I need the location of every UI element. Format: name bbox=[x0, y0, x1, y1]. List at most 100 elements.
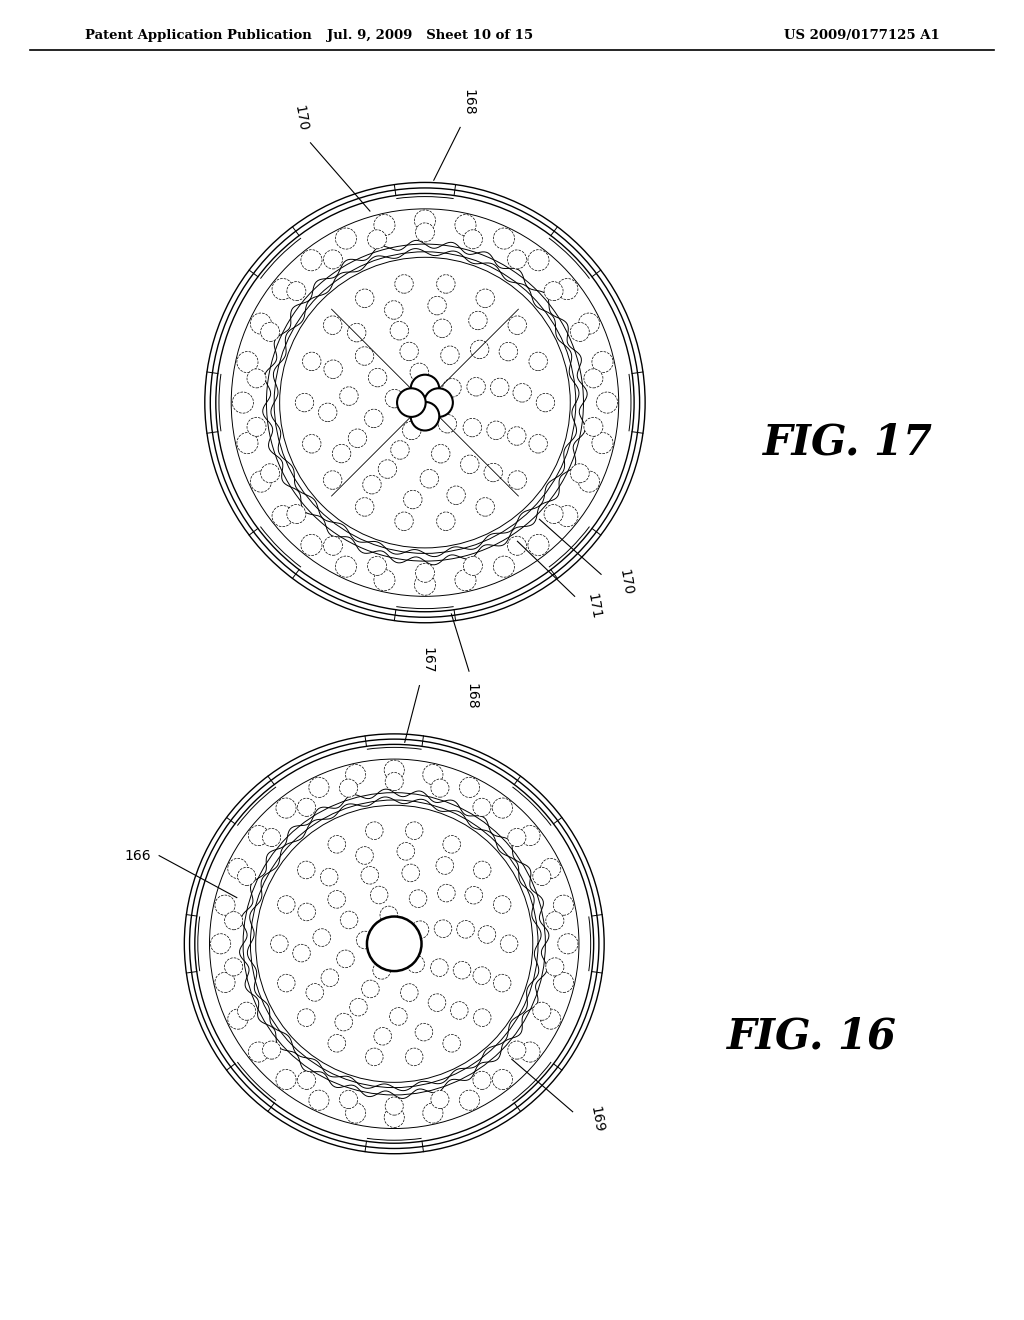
Circle shape bbox=[371, 886, 388, 904]
Circle shape bbox=[454, 961, 471, 979]
Circle shape bbox=[464, 556, 482, 576]
Circle shape bbox=[400, 983, 418, 1002]
Circle shape bbox=[366, 822, 383, 840]
Circle shape bbox=[513, 384, 531, 403]
Circle shape bbox=[473, 966, 490, 985]
Circle shape bbox=[433, 319, 452, 338]
Circle shape bbox=[238, 867, 256, 886]
Circle shape bbox=[339, 1090, 357, 1109]
Circle shape bbox=[411, 375, 439, 404]
Circle shape bbox=[437, 884, 456, 902]
Circle shape bbox=[322, 969, 339, 986]
Circle shape bbox=[361, 981, 379, 998]
Circle shape bbox=[520, 825, 540, 846]
Circle shape bbox=[508, 426, 526, 445]
Text: Patent Application Publication: Patent Application Publication bbox=[85, 29, 311, 41]
Circle shape bbox=[508, 249, 526, 269]
Circle shape bbox=[420, 470, 438, 488]
Circle shape bbox=[227, 858, 248, 879]
Circle shape bbox=[340, 911, 358, 929]
Circle shape bbox=[368, 230, 386, 249]
Circle shape bbox=[355, 846, 374, 865]
Circle shape bbox=[434, 920, 452, 937]
Circle shape bbox=[400, 342, 419, 360]
Circle shape bbox=[297, 861, 315, 879]
Circle shape bbox=[460, 1090, 479, 1110]
Text: US 2009/0177125 A1: US 2009/0177125 A1 bbox=[784, 29, 940, 41]
Circle shape bbox=[544, 504, 563, 524]
Circle shape bbox=[508, 829, 526, 846]
Circle shape bbox=[546, 958, 564, 975]
Circle shape bbox=[345, 764, 366, 784]
Circle shape bbox=[553, 973, 573, 993]
Circle shape bbox=[278, 896, 295, 913]
Circle shape bbox=[463, 418, 481, 437]
Circle shape bbox=[278, 974, 295, 991]
Circle shape bbox=[546, 912, 564, 929]
Circle shape bbox=[211, 933, 230, 954]
Circle shape bbox=[473, 861, 492, 879]
Circle shape bbox=[558, 933, 578, 954]
Circle shape bbox=[428, 994, 445, 1011]
Text: 167: 167 bbox=[421, 647, 434, 673]
Circle shape bbox=[297, 1008, 315, 1027]
Circle shape bbox=[584, 368, 603, 388]
Circle shape bbox=[461, 455, 479, 474]
Circle shape bbox=[460, 777, 479, 797]
Circle shape bbox=[415, 210, 435, 231]
Circle shape bbox=[476, 498, 495, 516]
Circle shape bbox=[333, 445, 351, 463]
Circle shape bbox=[301, 249, 322, 271]
Circle shape bbox=[464, 230, 482, 249]
Circle shape bbox=[508, 471, 526, 490]
Text: 169: 169 bbox=[588, 1105, 606, 1134]
Circle shape bbox=[537, 393, 555, 412]
Circle shape bbox=[431, 1090, 450, 1109]
Circle shape bbox=[431, 445, 450, 463]
Circle shape bbox=[302, 352, 321, 371]
Circle shape bbox=[423, 764, 443, 784]
Circle shape bbox=[493, 1069, 513, 1089]
Circle shape bbox=[335, 1014, 352, 1031]
Circle shape bbox=[298, 903, 315, 921]
Circle shape bbox=[528, 535, 549, 556]
Circle shape bbox=[336, 556, 356, 577]
Circle shape bbox=[406, 822, 423, 840]
Circle shape bbox=[579, 471, 600, 492]
Circle shape bbox=[237, 351, 258, 372]
Circle shape bbox=[395, 512, 414, 531]
Circle shape bbox=[355, 347, 374, 366]
Circle shape bbox=[374, 215, 395, 236]
Circle shape bbox=[570, 322, 589, 342]
Circle shape bbox=[373, 961, 390, 979]
Circle shape bbox=[469, 312, 487, 330]
Circle shape bbox=[532, 1002, 551, 1020]
Circle shape bbox=[532, 867, 551, 886]
Circle shape bbox=[224, 912, 243, 929]
Text: 170: 170 bbox=[291, 104, 309, 133]
Circle shape bbox=[374, 1027, 391, 1045]
Text: Jul. 9, 2009   Sheet 10 of 15: Jul. 9, 2009 Sheet 10 of 15 bbox=[327, 29, 534, 41]
Circle shape bbox=[446, 486, 465, 504]
Circle shape bbox=[415, 1023, 433, 1041]
Circle shape bbox=[348, 429, 367, 447]
Circle shape bbox=[297, 1072, 315, 1089]
Circle shape bbox=[592, 351, 613, 372]
Circle shape bbox=[385, 301, 403, 319]
Circle shape bbox=[355, 498, 374, 516]
Text: FIG. 17: FIG. 17 bbox=[763, 421, 933, 463]
Circle shape bbox=[478, 925, 496, 944]
Circle shape bbox=[309, 1090, 329, 1110]
Circle shape bbox=[436, 275, 455, 293]
Circle shape bbox=[402, 421, 421, 440]
Circle shape bbox=[324, 360, 342, 379]
Circle shape bbox=[345, 1104, 366, 1123]
Circle shape bbox=[442, 1035, 461, 1052]
Circle shape bbox=[339, 779, 357, 797]
Circle shape bbox=[501, 935, 518, 953]
Circle shape bbox=[406, 1048, 423, 1065]
Text: FIG. 16: FIG. 16 bbox=[727, 1015, 897, 1057]
Circle shape bbox=[494, 228, 514, 249]
Circle shape bbox=[355, 289, 374, 308]
Circle shape bbox=[328, 891, 345, 908]
